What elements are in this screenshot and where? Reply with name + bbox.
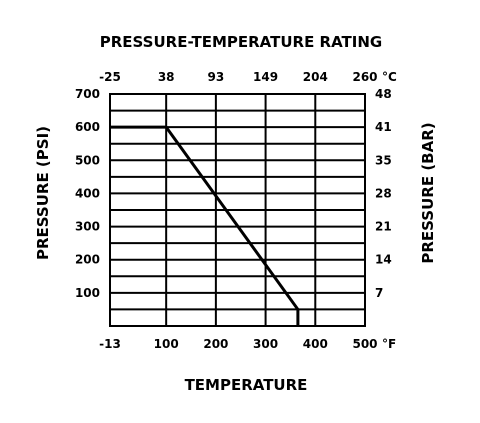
y-tick-label-right: 35 <box>375 153 392 167</box>
x-tick-label: 100 <box>154 337 179 351</box>
y-tick-label: 400 <box>75 186 100 200</box>
x-ticks-bottom: -13 100 200 300 400 500 <box>99 337 377 351</box>
y-tick-label: 100 <box>75 286 100 300</box>
x-tick-label: 400 <box>303 337 328 351</box>
grid <box>110 94 365 326</box>
x-tick-label: 500 <box>352 337 377 351</box>
x-tick-label-top: 260 <box>352 70 377 84</box>
series-layer <box>110 125 300 326</box>
x-axis-label: TEMPERATURE <box>185 376 308 394</box>
x-ticks-top: -25 38 93 149 204 260 <box>99 70 377 84</box>
y-tick-label-right: 41 <box>375 120 392 134</box>
y-axis-label-right: PRESSURE (BAR) <box>419 122 437 263</box>
x-tick-label-top: -25 <box>99 70 121 84</box>
x-tick-label-top: 38 <box>158 70 175 84</box>
y-tick-label-right: 21 <box>375 220 392 234</box>
x-tick-label: 200 <box>203 337 228 351</box>
x-tick-label: 300 <box>253 337 278 351</box>
y-tick-label-right: 7 <box>375 286 383 300</box>
x-unit-top: °C <box>382 70 397 84</box>
x-tick-label: -13 <box>99 337 121 351</box>
x-tick-label-top: 149 <box>253 70 278 84</box>
y-tick-label-right: 14 <box>375 253 392 267</box>
x-unit-bottom: °F <box>382 337 396 351</box>
y-tick-label: 300 <box>75 220 100 234</box>
y-tick-label-right: 48 <box>375 87 392 101</box>
chart-title: PRESSURE-TEMPERATURE RATING <box>100 33 382 51</box>
y-tick-label: 500 <box>75 153 100 167</box>
y-ticks-right: 7 14 21 28 35 41 48 <box>375 87 392 300</box>
y-tick-label: 600 <box>75 120 100 134</box>
rating-curve <box>110 125 300 326</box>
x-tick-label-top: 93 <box>208 70 225 84</box>
y-tick-label: 700 <box>75 87 100 101</box>
y-axis-label-left: PRESSURE (PSI) <box>34 126 52 260</box>
y-tick-label: 200 <box>75 253 100 267</box>
y-tick-label-right: 28 <box>375 186 392 200</box>
plot-border <box>109 93 366 327</box>
x-tick-label-top: 204 <box>303 70 328 84</box>
y-ticks-left: 100 200 300 400 500 600 700 <box>75 87 100 300</box>
plot-frame <box>109 93 366 327</box>
